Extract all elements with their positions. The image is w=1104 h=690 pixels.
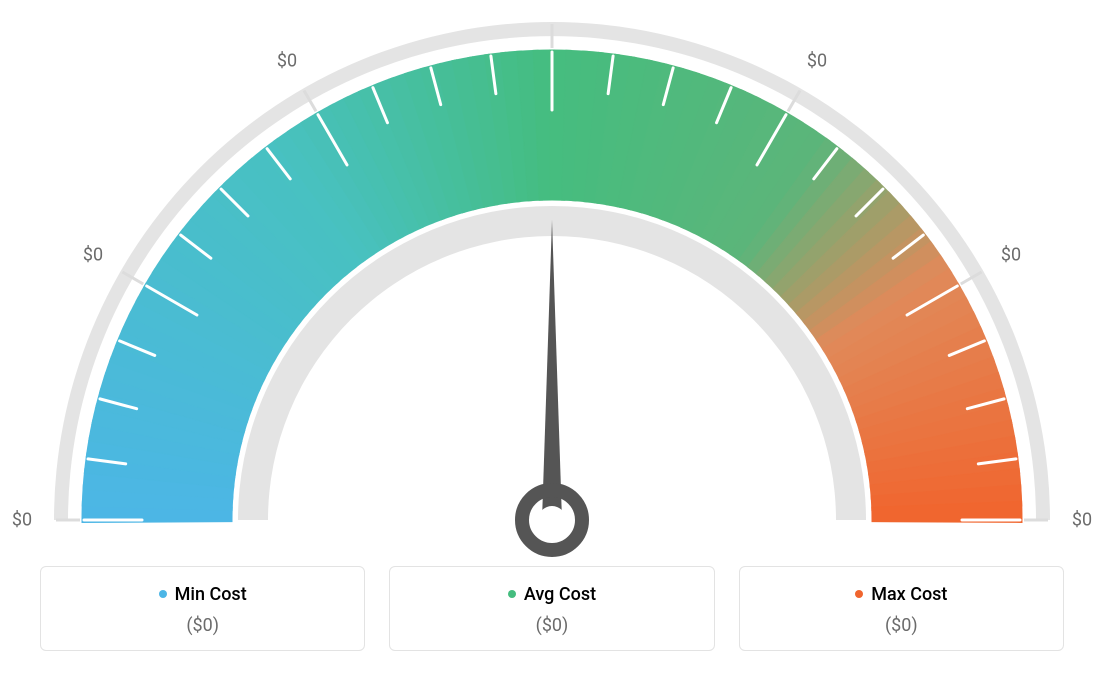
gauge-tick-label: $0 bbox=[542, 0, 562, 1]
legend-label-avg: Avg Cost bbox=[524, 584, 596, 605]
legend-label-max: Max Cost bbox=[871, 584, 947, 605]
gauge-tick-label: $0 bbox=[277, 51, 297, 72]
gauge-chart: $0 $0 $0 $0 $0 $0 $0 bbox=[0, 0, 1104, 560]
legend-title-min: Min Cost bbox=[159, 584, 247, 605]
legend-card-min: Min Cost ($0) bbox=[40, 566, 365, 651]
gauge-tick-label: $0 bbox=[12, 510, 32, 531]
gauge-tick-label: $0 bbox=[1072, 510, 1092, 531]
legend-title-avg: Avg Cost bbox=[508, 584, 596, 605]
legend-dot-min bbox=[159, 590, 167, 598]
gauge-svg bbox=[0, 0, 1104, 560]
legend-card-max: Max Cost ($0) bbox=[739, 566, 1064, 651]
legend-label-min: Min Cost bbox=[175, 584, 247, 605]
legend-title-max: Max Cost bbox=[855, 584, 947, 605]
gauge-tick-label: $0 bbox=[1001, 245, 1021, 266]
gauge-tick-label: $0 bbox=[83, 245, 103, 266]
legend-value-min: ($0) bbox=[51, 615, 354, 636]
legend-dot-avg bbox=[508, 590, 516, 598]
legend-row: Min Cost ($0) Avg Cost ($0) Max Cost ($0… bbox=[0, 566, 1104, 651]
legend-value-max: ($0) bbox=[750, 615, 1053, 636]
legend-value-avg: ($0) bbox=[400, 615, 703, 636]
legend-dot-max bbox=[855, 590, 863, 598]
gauge-tick-label: $0 bbox=[807, 51, 827, 72]
legend-card-avg: Avg Cost ($0) bbox=[389, 566, 714, 651]
